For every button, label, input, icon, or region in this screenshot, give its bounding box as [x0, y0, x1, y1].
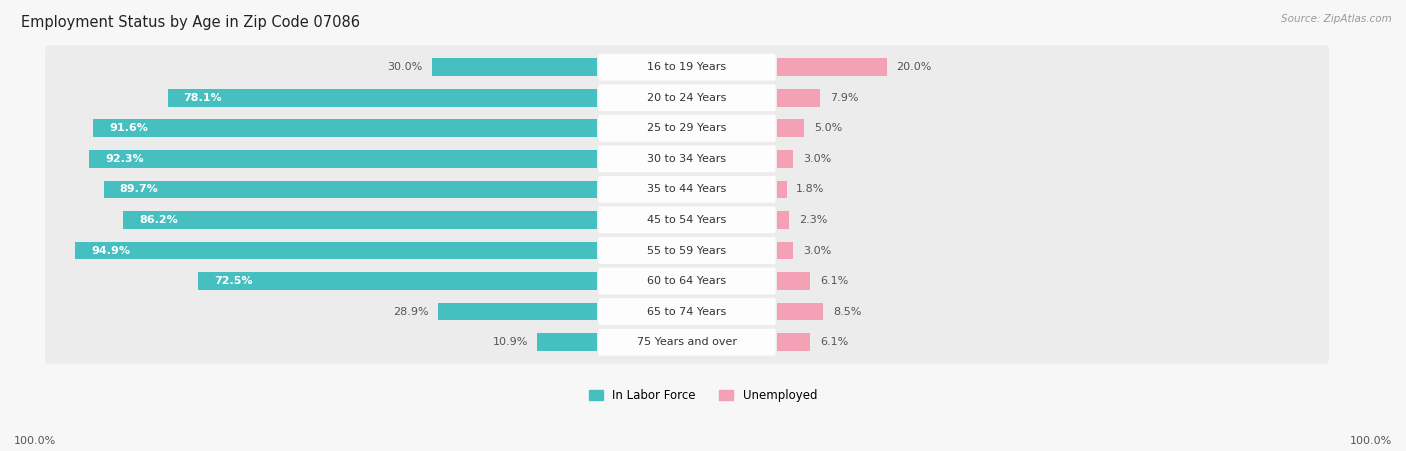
- FancyBboxPatch shape: [599, 54, 776, 81]
- FancyBboxPatch shape: [599, 267, 776, 295]
- Text: 7.9%: 7.9%: [830, 93, 858, 103]
- Text: 25 to 29 Years: 25 to 29 Years: [647, 123, 727, 133]
- FancyBboxPatch shape: [45, 229, 1329, 272]
- FancyBboxPatch shape: [599, 329, 776, 356]
- Text: 16 to 19 Years: 16 to 19 Years: [647, 62, 727, 72]
- FancyBboxPatch shape: [45, 167, 1329, 211]
- Bar: [104, 180, 598, 198]
- Bar: [167, 89, 598, 106]
- FancyBboxPatch shape: [45, 76, 1329, 120]
- Text: Employment Status by Age in Zip Code 07086: Employment Status by Age in Zip Code 070…: [21, 15, 360, 31]
- Text: 6.1%: 6.1%: [820, 337, 848, 347]
- Bar: [75, 242, 598, 259]
- Text: 3.0%: 3.0%: [803, 154, 831, 164]
- Text: 100.0%: 100.0%: [14, 437, 56, 446]
- Text: 30.0%: 30.0%: [388, 62, 423, 72]
- Text: 8.5%: 8.5%: [832, 307, 862, 317]
- Text: 91.6%: 91.6%: [110, 123, 148, 133]
- Text: 10.9%: 10.9%: [492, 337, 527, 347]
- Text: 100.0%: 100.0%: [1350, 437, 1392, 446]
- Text: 6.1%: 6.1%: [820, 276, 848, 286]
- Text: 30 to 34 Years: 30 to 34 Years: [647, 154, 727, 164]
- Text: 86.2%: 86.2%: [139, 215, 177, 225]
- FancyBboxPatch shape: [599, 115, 776, 142]
- Bar: [776, 303, 824, 321]
- Bar: [776, 272, 810, 290]
- FancyBboxPatch shape: [45, 137, 1329, 181]
- Bar: [439, 303, 598, 321]
- Bar: [776, 150, 793, 168]
- Bar: [198, 272, 598, 290]
- FancyBboxPatch shape: [45, 259, 1329, 303]
- Bar: [776, 211, 789, 229]
- Bar: [776, 120, 804, 137]
- Text: Source: ZipAtlas.com: Source: ZipAtlas.com: [1281, 14, 1392, 23]
- Text: 94.9%: 94.9%: [91, 245, 131, 256]
- FancyBboxPatch shape: [599, 145, 776, 172]
- Text: 65 to 74 Years: 65 to 74 Years: [647, 307, 727, 317]
- Text: 45 to 54 Years: 45 to 54 Years: [647, 215, 727, 225]
- Text: 92.3%: 92.3%: [105, 154, 143, 164]
- FancyBboxPatch shape: [45, 45, 1329, 89]
- Bar: [93, 120, 598, 137]
- FancyBboxPatch shape: [45, 290, 1329, 333]
- FancyBboxPatch shape: [599, 207, 776, 234]
- Text: 3.0%: 3.0%: [803, 245, 831, 256]
- FancyBboxPatch shape: [599, 176, 776, 203]
- FancyBboxPatch shape: [45, 106, 1329, 150]
- Text: 60 to 64 Years: 60 to 64 Years: [647, 276, 727, 286]
- FancyBboxPatch shape: [45, 198, 1329, 242]
- Text: 55 to 59 Years: 55 to 59 Years: [647, 245, 727, 256]
- Text: 89.7%: 89.7%: [120, 184, 159, 194]
- Text: 20.0%: 20.0%: [896, 62, 932, 72]
- Text: 72.5%: 72.5%: [214, 276, 253, 286]
- FancyBboxPatch shape: [599, 298, 776, 325]
- Bar: [537, 333, 598, 351]
- Legend: In Labor Force, Unemployed: In Labor Force, Unemployed: [583, 384, 823, 407]
- Text: 78.1%: 78.1%: [184, 93, 222, 103]
- Bar: [776, 180, 786, 198]
- Text: 2.3%: 2.3%: [799, 215, 827, 225]
- Text: 1.8%: 1.8%: [796, 184, 824, 194]
- FancyBboxPatch shape: [599, 237, 776, 264]
- Bar: [776, 58, 887, 76]
- Text: 75 Years and over: 75 Years and over: [637, 337, 737, 347]
- Bar: [90, 150, 598, 168]
- Bar: [122, 211, 598, 229]
- FancyBboxPatch shape: [45, 320, 1329, 364]
- Text: 5.0%: 5.0%: [814, 123, 842, 133]
- Text: 28.9%: 28.9%: [394, 307, 429, 317]
- Bar: [776, 242, 793, 259]
- FancyBboxPatch shape: [599, 84, 776, 111]
- Bar: [776, 333, 810, 351]
- Bar: [432, 58, 598, 76]
- Text: 35 to 44 Years: 35 to 44 Years: [647, 184, 727, 194]
- Bar: [776, 89, 820, 106]
- Text: 20 to 24 Years: 20 to 24 Years: [647, 93, 727, 103]
